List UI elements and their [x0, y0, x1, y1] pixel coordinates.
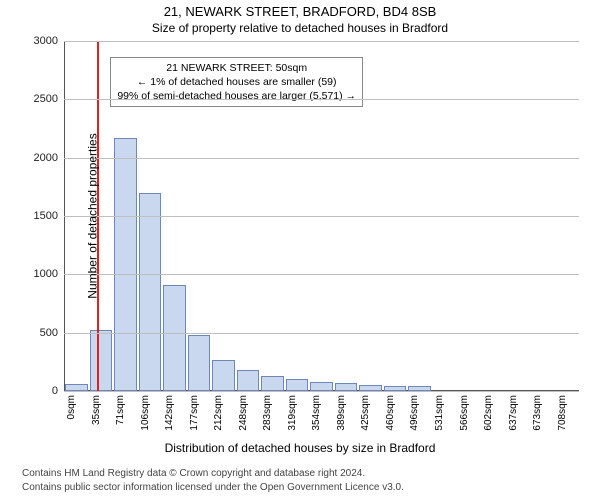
ytick-label: 3000 [34, 35, 64, 47]
xtick-label: 71sqm [113, 391, 126, 425]
title-subtitle: Size of property relative to detached ho… [0, 21, 600, 35]
ytick-label: 500 [40, 327, 64, 339]
histogram-bar [310, 382, 333, 391]
xtick-label: 566sqm [457, 391, 470, 431]
histogram-bar [139, 193, 162, 391]
histogram-bar [163, 285, 186, 391]
histogram-bar [212, 360, 235, 392]
xtick-label: 496sqm [407, 391, 420, 431]
xtick-label: 602sqm [481, 391, 494, 431]
xtick-label: 425sqm [358, 391, 371, 431]
annotation-line3: 99% of semi-detached houses are larger (… [117, 89, 356, 103]
xtick-label: 637sqm [506, 391, 519, 431]
gridline [64, 99, 579, 100]
xtick-label: 212sqm [211, 391, 224, 431]
histogram-bar [90, 330, 113, 391]
histogram-bar [188, 335, 211, 391]
gridline [64, 158, 579, 159]
chart-titles: 21, NEWARK STREET, BRADFORD, BD4 8SB Siz… [0, 0, 600, 35]
xtick-label: 531sqm [432, 391, 445, 431]
xtick-label: 673sqm [530, 391, 543, 431]
xtick-label: 142sqm [162, 391, 175, 431]
gridline [64, 41, 579, 42]
histogram-bar [286, 379, 309, 391]
gridline [64, 333, 579, 334]
histogram-bar [237, 370, 260, 391]
chart-area: 0sqm35sqm71sqm106sqm142sqm177sqm212sqm24… [64, 41, 579, 391]
xtick-label: 354sqm [309, 391, 322, 431]
histogram-bar [261, 376, 284, 391]
histogram-bar [65, 384, 88, 391]
gridline [64, 216, 579, 217]
xtick-label: 708sqm [555, 391, 568, 431]
xtick-label: 0sqm [64, 391, 77, 419]
ytick-label: 2500 [34, 93, 64, 105]
plot-region: 0sqm35sqm71sqm106sqm142sqm177sqm212sqm24… [64, 41, 579, 391]
footer-line1: Contains HM Land Registry data © Crown c… [22, 467, 600, 481]
xtick-label: 389sqm [334, 391, 347, 431]
x-axis-label: Distribution of detached houses by size … [0, 441, 600, 455]
gridline [64, 274, 579, 275]
xtick-label: 248sqm [236, 391, 249, 431]
xtick-label: 35sqm [89, 391, 102, 425]
histogram-bar [335, 383, 358, 391]
annotation-line1: 21 NEWARK STREET: 50sqm [117, 61, 356, 75]
annotation-line2: ← 1% of detached houses are smaller (59) [117, 75, 356, 89]
y-axis-label: Number of detached properties [86, 133, 100, 298]
xtick-label: 177sqm [187, 391, 200, 431]
ytick-label: 1000 [34, 268, 64, 280]
xtick-label: 283sqm [260, 391, 273, 431]
footer-line2: Contains public sector information licen… [22, 481, 600, 495]
histogram-bar [114, 138, 137, 391]
xtick-label: 319sqm [285, 391, 298, 431]
ytick-label: 0 [52, 385, 64, 397]
footer-attribution: Contains HM Land Registry data © Crown c… [22, 467, 600, 494]
xtick-label: 460sqm [383, 391, 396, 431]
gridline [64, 391, 579, 392]
ytick-label: 2000 [34, 152, 64, 164]
ytick-label: 1500 [34, 210, 64, 222]
xtick-label: 106sqm [138, 391, 151, 431]
title-address: 21, NEWARK STREET, BRADFORD, BD4 8SB [0, 4, 600, 19]
